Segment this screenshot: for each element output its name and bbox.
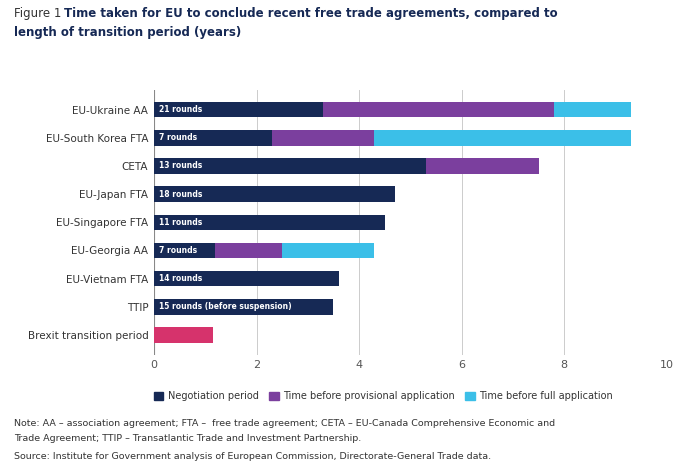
Bar [154,102,323,117]
Text: 7 rounds: 7 rounds [159,246,197,255]
Text: Trade Agreement; TTIP – Transatlantic Trade and Investment Partnership.: Trade Agreement; TTIP – Transatlantic Tr… [14,434,361,443]
Text: Figure 1: Figure 1 [14,7,65,20]
Text: Note: AA – association agreement; FTA –  free trade agreement; CETA – EU-Canada : Note: AA – association agreement; FTA – … [14,419,555,428]
Text: 21 rounds: 21 rounds [159,105,202,114]
Bar [154,271,339,286]
Bar [425,158,539,174]
Bar [154,130,272,146]
Text: Source: Institute for Government analysis of European Commission, Directorate-Ge: Source: Institute for Government analysi… [14,452,491,461]
Text: 18 rounds: 18 rounds [159,190,202,199]
Bar [215,243,282,258]
Bar [154,299,334,315]
Bar [282,243,375,258]
Text: 13 rounds: 13 rounds [159,161,202,170]
Bar [375,130,631,146]
Text: Time taken for EU to conclude recent free trade agreements, compared to: Time taken for EU to conclude recent fre… [64,7,557,20]
Text: 15 rounds (before suspension): 15 rounds (before suspension) [159,302,291,311]
Text: 14 rounds: 14 rounds [159,274,202,283]
Bar [154,186,395,202]
Text: 7 rounds: 7 rounds [159,133,197,142]
Legend: Negotiation period, Time before provisional application, Time before full applic: Negotiation period, Time before provisio… [154,391,613,402]
Bar [154,327,213,343]
Bar [154,215,384,230]
Bar [554,102,631,117]
Text: 11 rounds: 11 rounds [159,218,202,227]
Bar [272,130,375,146]
Bar [323,102,554,117]
Bar [154,158,425,174]
Text: length of transition period (years): length of transition period (years) [14,26,241,39]
Bar [154,243,215,258]
